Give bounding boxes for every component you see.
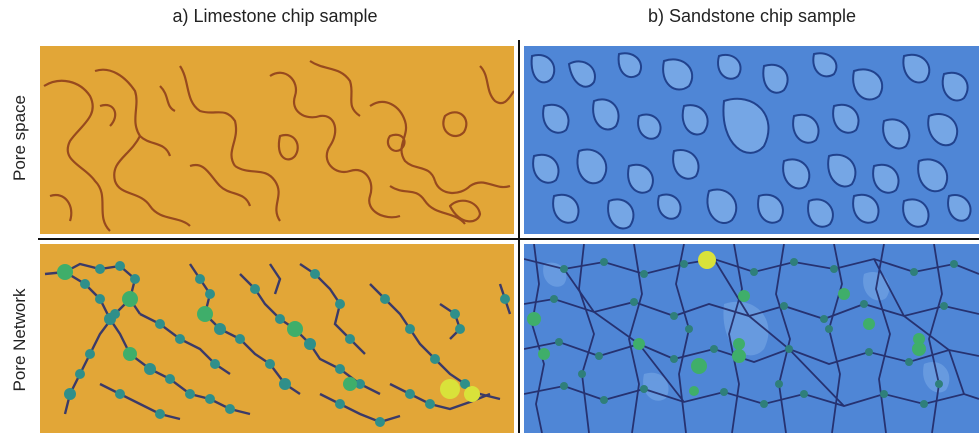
limestone-pore-space-image <box>40 46 514 234</box>
row-label-pore-space: Pore space <box>10 95 29 181</box>
column-title-sandstone: b) Sandstone chip sample <box>647 6 857 26</box>
sandstone-pore-space-image <box>524 46 979 234</box>
sandstone-pore-network-image <box>524 244 979 433</box>
column-title-limestone: a) Limestone chip sample <box>172 6 378 26</box>
vertical-divider <box>518 40 520 433</box>
limestone-pore-network-image <box>40 244 514 433</box>
row-label-pore-network: Pore Network <box>10 288 29 392</box>
horizontal-divider <box>38 238 979 240</box>
